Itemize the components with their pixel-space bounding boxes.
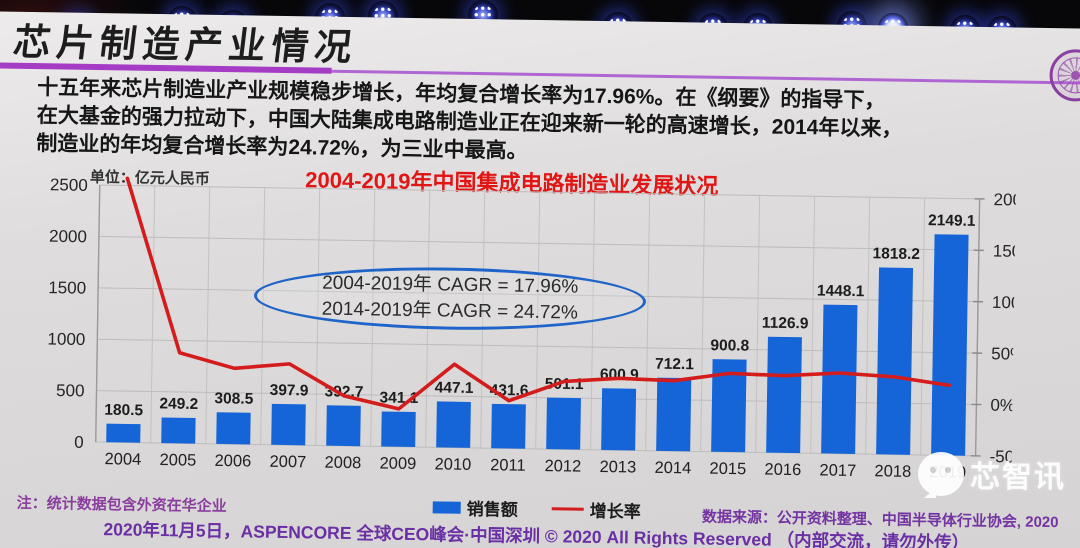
gridline-v: [700, 194, 706, 452]
left-axis-tick: 500: [56, 381, 85, 400]
year-label: 2015: [709, 460, 746, 479]
gridline-v: [150, 185, 156, 443]
bar-value-label: 1126.9: [762, 315, 809, 333]
gridline-v: [315, 188, 321, 446]
right-axis-tick: 100%: [992, 293, 1016, 313]
watermark-bubble-tail: [924, 488, 936, 498]
chart-plot-area: 0 500 1000 1500 2000 2500 -50% 0% 50% 100% 150% 200…: [31, 158, 1037, 495]
gridline-v: [260, 187, 266, 445]
year-label: 2010: [434, 455, 471, 474]
cagr-line-2: 2014-2019年 CAGR = 24.72%: [321, 298, 579, 324]
gridline-h: [98, 235, 979, 251]
watermark-text: 芯智讯: [970, 461, 1066, 494]
left-axis-tick: 2000: [49, 227, 87, 247]
gridline-v: [810, 196, 816, 454]
left-axis-line: [95, 185, 101, 443]
legend-bar-swatch-icon: [432, 500, 461, 514]
sales-bar: [326, 405, 361, 447]
bar-value-label: 447.1: [435, 379, 474, 397]
left-axis-tick: 1000: [47, 329, 85, 349]
right-axis-tick: 150%: [993, 242, 1016, 262]
presentation-slide: 芯片制造产业情况 十五年来芯片制造业产业规模稳步增长，年均复合增长率为17.96…: [0, 11, 1080, 548]
year-label: 2008: [324, 454, 361, 473]
sales-bar: [711, 359, 747, 453]
year-label: 2016: [764, 461, 801, 480]
left-axis-tick: 2500: [50, 175, 88, 195]
year-label: 2009: [379, 455, 416, 474]
gridline-v: [590, 192, 596, 450]
bar-value-label: 397.9: [270, 382, 309, 400]
year-label: 2013: [599, 458, 636, 477]
watermark-eye-left: [930, 467, 936, 473]
left-axis-tick: 1500: [48, 278, 86, 298]
legend-line-swatch-icon: [551, 506, 584, 511]
gridline-h: [99, 184, 980, 200]
bar-value-label: 712.1: [655, 356, 694, 374]
right-axis-line: [974, 198, 981, 456]
cagr-line-1: 2004-2019年 CAGR = 17.96%: [321, 272, 579, 298]
chart-plot-svg: 05001000150020002500-50%0%50%100%150%200…: [47, 175, 1037, 481]
chart-footnote: 注：统计数据包含外资在华企业: [16, 494, 227, 516]
year-label: 2012: [544, 457, 581, 476]
gridline-v: [205, 186, 211, 444]
slide-title: 芯片制造产业情况: [11, 19, 361, 70]
intro-paragraph: 十五年来芯片制造业产业规模稳步增长，年均复合增长率为17.96%。在《纲要》的指…: [36, 74, 1061, 174]
sales-bar: [106, 423, 141, 443]
right-axis-tick: 0%: [990, 396, 1015, 415]
right-axis-tick: 50%: [991, 344, 1016, 364]
legend-item-sales: 销售额: [432, 494, 518, 520]
gridline-v: [920, 198, 926, 456]
gridline-v: [535, 191, 541, 449]
sales-bar: [766, 336, 802, 454]
university-seal-inner: [1057, 57, 1080, 94]
gridline-v: [480, 191, 486, 449]
bar-value-label: 308.5: [214, 390, 253, 408]
year-label: 2007: [269, 453, 306, 472]
bar-value-label: 180.5: [104, 402, 143, 420]
gridline-h: [98, 287, 979, 303]
sales-bar: [381, 411, 416, 448]
legend-growth-label: 增长率: [589, 501, 641, 522]
year-label: 2006: [214, 452, 251, 471]
sales-bar: [876, 267, 914, 455]
year-label: 2004: [104, 450, 141, 469]
year-label: 2018: [874, 462, 911, 481]
legend-sales-label: 销售额: [466, 499, 518, 520]
bar-value-label: 2149.1: [928, 212, 976, 230]
gridline-v: [645, 193, 651, 451]
wechat-face-icon: [918, 452, 964, 498]
sales-bar: [546, 397, 581, 450]
gridline-v: [755, 195, 761, 453]
year-label: 2017: [819, 461, 856, 480]
sales-bar: [161, 417, 196, 444]
year-label: 2005: [159, 451, 196, 470]
growth-rate-line: [125, 176, 952, 411]
sales-bar: [931, 234, 969, 456]
watermark: 芯智讯: [918, 452, 1066, 498]
bar-value-label: 900.8: [710, 337, 749, 355]
sales-bar: [656, 377, 692, 452]
sales-bar: [271, 403, 306, 446]
right-axis-tick: 200%: [993, 190, 1016, 210]
sales-bar: [436, 401, 471, 448]
gridline-v: [425, 190, 431, 448]
bar-value-label: 1818.2: [872, 245, 920, 263]
gridline-v: [865, 197, 871, 455]
bar-value-label: 249.2: [159, 395, 198, 413]
legend-item-growth: 增长率: [551, 496, 641, 522]
bar-value-label: 600.9: [600, 366, 639, 384]
sales-bar: [601, 388, 637, 451]
sales-bar: [491, 403, 526, 449]
bar-value-label: 1448.1: [817, 282, 865, 300]
sales-bar: [821, 304, 858, 454]
year-label: 2014: [654, 459, 691, 478]
left-axis-tick: 0: [74, 433, 84, 452]
sales-bar: [216, 412, 251, 445]
year-label: 2011: [490, 456, 526, 475]
watermark-eye-right: [945, 467, 951, 473]
